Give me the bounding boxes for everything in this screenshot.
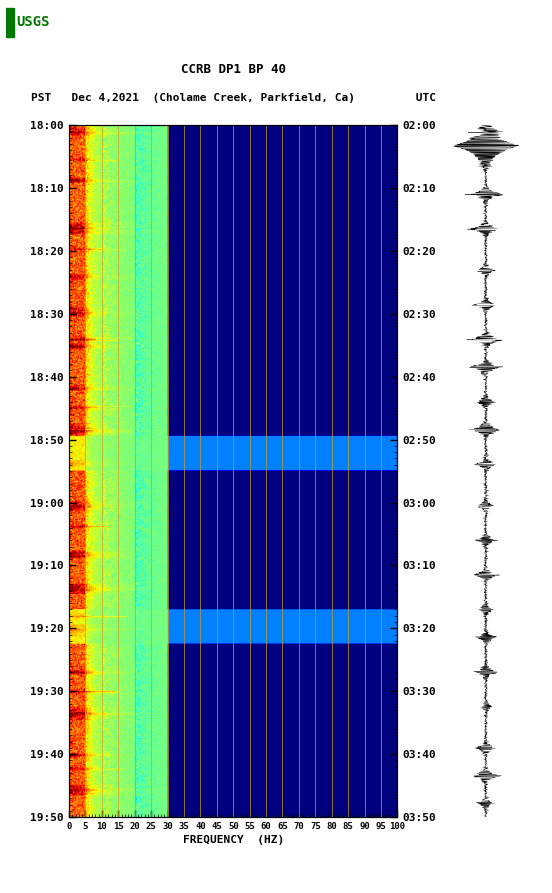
- Text: PST   Dec 4,2021  (Cholame Creek, Parkfield, Ca)         UTC: PST Dec 4,2021 (Cholame Creek, Parkfield…: [31, 93, 436, 103]
- Text: CCRB DP1 BP 40: CCRB DP1 BP 40: [181, 63, 286, 76]
- Bar: [6, 8, 14, 37]
- X-axis label: FREQUENCY  (HZ): FREQUENCY (HZ): [183, 835, 284, 845]
- Text: USGS: USGS: [17, 15, 50, 29]
